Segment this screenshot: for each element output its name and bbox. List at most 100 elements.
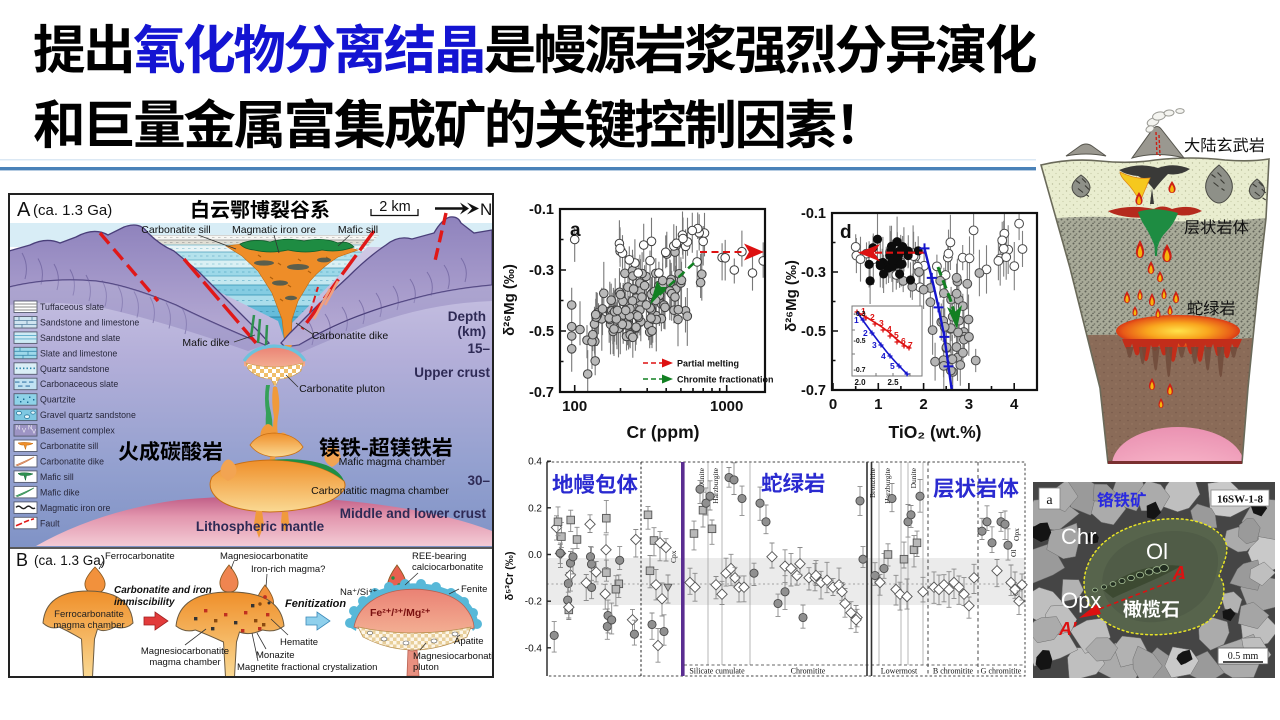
svg-text:-0.1: -0.1 <box>529 202 554 218</box>
svg-text:15–: 15– <box>467 341 490 356</box>
svg-text:immiscibility: immiscibility <box>114 597 175 608</box>
svg-text:Magnesiocarbonatite: Magnesiocarbonatite <box>220 551 308 562</box>
svg-text:-0.5: -0.5 <box>801 324 826 340</box>
svg-text:Dunite: Dunite <box>697 467 706 488</box>
svg-text:Magnetite fractional crystaliz: Magnetite fractional crystalization <box>237 662 377 673</box>
svg-text:0.4: 0.4 <box>528 457 542 468</box>
svg-text:Fault: Fault <box>40 518 60 528</box>
svg-text:B chromitite: B chromitite <box>933 667 974 676</box>
svg-text:B: B <box>16 550 28 570</box>
svg-text:a: a <box>1046 493 1053 508</box>
svg-text:TiO₂ (wt.%): TiO₂ (wt.%) <box>888 422 981 442</box>
svg-text:5: 5 <box>890 361 895 371</box>
svg-text:-0.1: -0.1 <box>801 206 826 222</box>
svg-text:Carbonatite and iron: Carbonatite and iron <box>114 585 212 596</box>
svg-text:2.0: 2.0 <box>854 378 866 387</box>
svg-text:Lithospheric mantle: Lithospheric mantle <box>196 519 325 534</box>
svg-text:Magmatic iron ore: Magmatic iron ore <box>232 224 316 236</box>
svg-text:0.5 mm: 0.5 mm <box>1228 651 1259 662</box>
svg-text:Harzburgite: Harzburgite <box>711 467 720 503</box>
svg-text:2: 2 <box>919 396 927 413</box>
svg-text:δ²⁶Mg (‰): δ²⁶Mg (‰) <box>783 260 800 332</box>
svg-text:N: N <box>16 426 20 432</box>
svg-text:6: 6 <box>901 336 906 346</box>
svg-text:-0.5: -0.5 <box>854 338 866 345</box>
svg-text:Chromite fractionation: Chromite fractionation <box>677 375 774 385</box>
svg-text:16SW-1-8: 16SW-1-8 <box>1217 494 1264 506</box>
svg-text:Opx: Opx <box>1012 528 1021 541</box>
svg-text:Ol: Ol <box>1009 550 1018 558</box>
svg-text:Magmatic iron ore: Magmatic iron ore <box>40 503 111 513</box>
svg-text:Carbonatite dike: Carbonatite dike <box>312 330 389 342</box>
svg-text:-0.3: -0.3 <box>801 265 826 281</box>
svg-text:Carbonatite dike: Carbonatite dike <box>40 457 104 467</box>
svg-text:Opx: Opx <box>1061 588 1101 613</box>
svg-text:N: N <box>480 200 492 219</box>
svg-text:2: 2 <box>870 312 875 322</box>
svg-text:Na⁺/Si⁴⁺: Na⁺/Si⁴⁺ <box>340 587 377 598</box>
svg-text:a: a <box>570 220 581 241</box>
svg-text:magma chamber: magma chamber <box>53 620 124 631</box>
svg-text:(ca. 1.3 Ga): (ca. 1.3 Ga) <box>34 553 105 568</box>
svg-text:Chromitite: Chromitite <box>791 667 826 676</box>
svg-text:Basement complex: Basement complex <box>40 426 115 436</box>
svg-text:V: V <box>22 429 26 435</box>
svg-text:Carbonatite sill: Carbonatite sill <box>141 224 210 236</box>
svg-text:Chr: Chr <box>1061 524 1096 549</box>
svg-text:Mafic magma chamber: Mafic magma chamber <box>339 456 446 468</box>
svg-text:Monazite: Monazite <box>256 650 295 661</box>
svg-text:Bronzitite: Bronzitite <box>868 467 877 498</box>
svg-text:Carbonaceous slate: Carbonaceous slate <box>40 379 118 389</box>
svg-text:0.2: 0.2 <box>528 503 542 514</box>
svg-text:Iron-rich magma?: Iron-rich magma? <box>251 564 325 575</box>
svg-text:-0.7: -0.7 <box>801 383 826 399</box>
svg-text:2 km: 2 km <box>379 199 410 215</box>
svg-text:magma chamber: magma chamber <box>149 657 220 668</box>
svg-text:Ferrocarbonatite: Ferrocarbonatite <box>54 609 124 620</box>
svg-text:Depth: Depth <box>448 309 486 324</box>
svg-text:Magnesiocarbonatite: Magnesiocarbonatite <box>413 651 494 662</box>
svg-text:-0.4: -0.4 <box>525 643 543 654</box>
svg-text:G chromitite: G chromitite <box>981 667 1022 676</box>
svg-text:4: 4 <box>887 324 892 334</box>
svg-text:Slate and limestone: Slate and limestone <box>40 348 117 358</box>
svg-text:Carbonatitic magma chamber: Carbonatitic magma chamber <box>311 485 449 497</box>
svg-text:V: V <box>32 430 36 436</box>
svg-text:3: 3 <box>879 318 884 328</box>
svg-text:100: 100 <box>562 398 587 415</box>
svg-text:Carbonatite pluton: Carbonatite pluton <box>299 383 385 395</box>
svg-text:1: 1 <box>861 306 866 316</box>
svg-text:1: 1 <box>874 396 882 413</box>
svg-text:Mafic dike: Mafic dike <box>182 337 229 349</box>
svg-text:Cr (ppm): Cr (ppm) <box>627 422 700 442</box>
svg-text:Mafic sill: Mafic sill <box>338 224 378 236</box>
svg-text:A: A <box>17 199 31 221</box>
svg-text:δ⁵³Cr (‰): δ⁵³Cr (‰) <box>504 551 516 600</box>
svg-text:2: 2 <box>863 328 868 338</box>
svg-text:Sandstone and slate: Sandstone and slate <box>40 333 120 343</box>
svg-text:-0.2: -0.2 <box>525 597 543 608</box>
svg-text:30–: 30– <box>467 473 490 488</box>
svg-text:A′: A′ <box>1058 619 1077 639</box>
svg-text:Ferrocarbonatite: Ferrocarbonatite <box>105 551 175 562</box>
svg-text:(km): (km) <box>457 324 486 339</box>
svg-text:Upper crust: Upper crust <box>414 365 490 380</box>
svg-text:Mafic sill: Mafic sill <box>40 472 74 482</box>
svg-text:0.0: 0.0 <box>528 550 542 561</box>
svg-text:Dunite: Dunite <box>909 467 918 488</box>
svg-text:Sandstone and limestone: Sandstone and limestone <box>40 317 139 327</box>
svg-text:Fe²⁺/³⁺/Mg²⁺: Fe²⁺/³⁺/Mg²⁺ <box>370 607 431 619</box>
svg-text:Quartzite: Quartzite <box>40 395 76 405</box>
svg-text:-0.7: -0.7 <box>854 367 866 374</box>
svg-text:Partial melting: Partial melting <box>677 359 739 369</box>
svg-text:-0.3: -0.3 <box>529 263 554 279</box>
svg-text:Fenitization: Fenitization <box>285 598 346 610</box>
svg-text:-0.5: -0.5 <box>529 324 554 340</box>
svg-text:7: 7 <box>908 340 913 350</box>
svg-text:Mafic dike: Mafic dike <box>40 487 80 497</box>
svg-text:0: 0 <box>829 396 837 413</box>
svg-text:calciocarbonatite: calciocarbonatite <box>412 562 483 573</box>
svg-text:3: 3 <box>965 396 973 413</box>
svg-text:Gravel quartz sandstone: Gravel quartz sandstone <box>40 410 136 420</box>
svg-text:A: A <box>1172 563 1186 583</box>
